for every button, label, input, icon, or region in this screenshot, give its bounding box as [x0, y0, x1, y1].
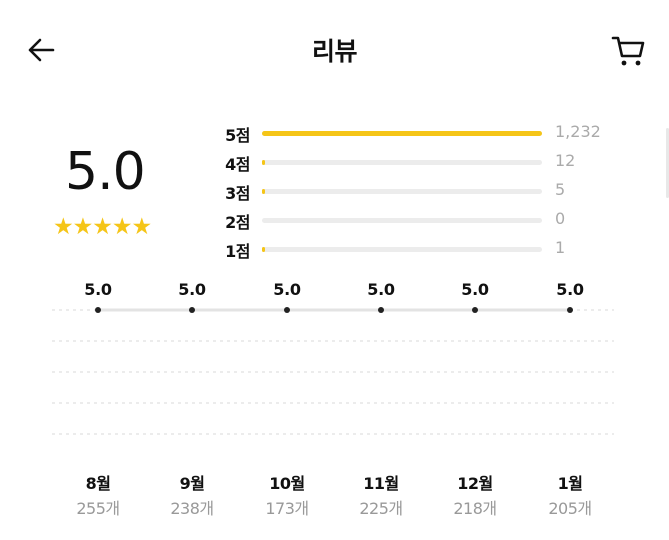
data-point — [472, 307, 478, 313]
month-label: 11월 — [363, 474, 399, 493]
month-tick: 10월 173개 — [247, 470, 327, 519]
distribution-label: 1점 — [225, 242, 250, 261]
month-tick: 11월 225개 — [341, 470, 421, 519]
data-point — [189, 307, 195, 313]
distribution-row: 2점 0 — [200, 207, 620, 232]
data-point — [284, 307, 290, 313]
value-label: 5.0 — [341, 280, 421, 299]
value-label-text: 5.0 — [556, 280, 584, 299]
month-tick: 1월 205개 — [530, 470, 610, 519]
distribution-row: 5점 1,232 — [200, 120, 620, 145]
month-tick: 12월 218개 — [435, 470, 515, 519]
month-review-count: 238개 — [170, 499, 214, 518]
month-review-count: 218개 — [453, 499, 497, 518]
distribution-track — [262, 189, 542, 194]
month-label: 9월 — [179, 474, 205, 493]
distribution-fill — [262, 160, 265, 165]
cart-icon — [611, 36, 645, 66]
value-label-text: 5.0 — [367, 280, 395, 299]
distribution-count: 0 — [555, 209, 566, 228]
value-label: 5.0 — [58, 280, 138, 299]
distribution-fill — [262, 247, 265, 252]
distribution-count: 12 — [555, 151, 576, 170]
app-header: 리뷰 — [0, 0, 669, 100]
month-review-count: 255개 — [76, 499, 120, 518]
value-label: 5.0 — [435, 280, 515, 299]
month-review-count: 205개 — [548, 499, 592, 518]
month-label: 8월 — [85, 474, 111, 493]
data-point — [378, 307, 384, 313]
average-rating: 5.0 — [65, 142, 146, 202]
distribution-track — [262, 247, 542, 252]
value-label-text: 5.0 — [273, 280, 301, 299]
distribution-fill — [262, 189, 265, 194]
distribution-track — [262, 218, 542, 223]
distribution-label: 2점 — [225, 213, 250, 232]
month-review-count: 225개 — [359, 499, 403, 518]
value-label: 5.0 — [530, 280, 610, 299]
month-tick: 8월 255개 — [58, 470, 138, 519]
distribution-label: 3점 — [225, 184, 250, 203]
month-label: 10월 — [269, 474, 305, 493]
data-point — [567, 307, 573, 313]
distribution-row: 4점 12 — [200, 149, 620, 174]
distribution-track — [262, 160, 542, 165]
cart-button[interactable] — [608, 33, 648, 69]
distribution-track — [262, 131, 542, 136]
distribution-label: 4점 — [225, 155, 250, 174]
month-label: 1월 — [557, 474, 583, 493]
distribution-row: 1점 1 — [200, 236, 620, 261]
distribution-count: 5 — [555, 180, 566, 199]
value-label-text: 5.0 — [84, 280, 112, 299]
distribution-count: 1,232 — [555, 122, 601, 141]
value-label: 5.0 — [152, 280, 232, 299]
month-tick: 9월 238개 — [152, 470, 232, 519]
month-review-count: 173개 — [265, 499, 309, 518]
page-title: 리뷰 — [311, 37, 358, 66]
back-button[interactable] — [24, 33, 58, 67]
distribution-row: 3점 5 — [200, 178, 620, 203]
distribution-count: 1 — [555, 238, 566, 257]
value-label: 5.0 — [247, 280, 327, 299]
value-label-text: 5.0 — [178, 280, 206, 299]
trend-chart — [52, 307, 614, 435]
data-point — [95, 307, 101, 313]
scrollbar[interactable] — [666, 128, 669, 198]
rating-stars: ★★★★★ — [53, 214, 152, 240]
distribution-fill — [262, 131, 542, 136]
distribution-label: 5점 — [225, 126, 250, 145]
month-label: 12월 — [457, 474, 493, 493]
arrow-left-icon — [28, 38, 55, 62]
value-label-text: 5.0 — [461, 280, 489, 299]
monthly-rating-trend: 5.0 8월 255개 5.0 9월 238개 5.0 10월 173개 5.0 11월 225개 5.… — [0, 270, 669, 540]
